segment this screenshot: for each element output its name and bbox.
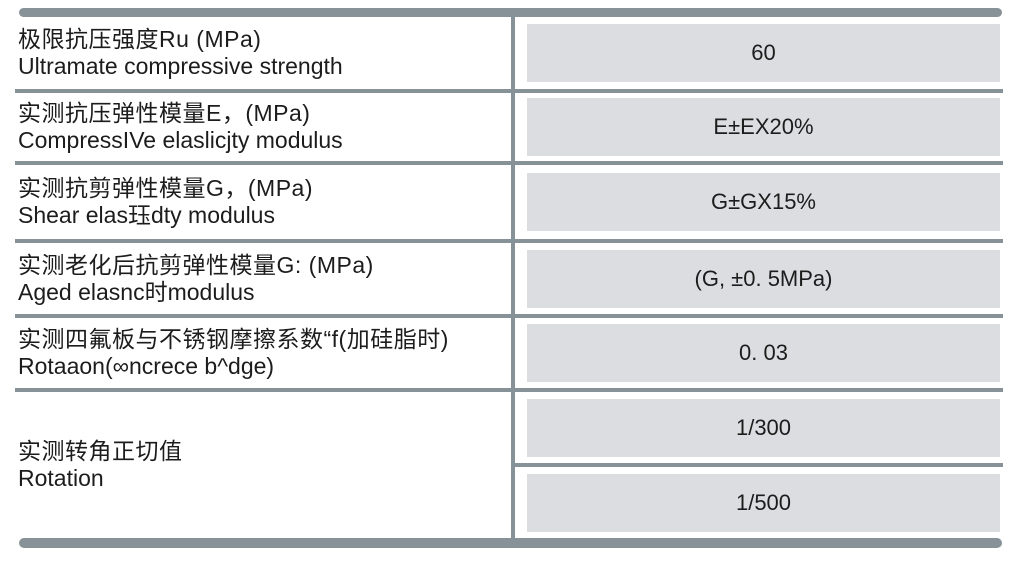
value-separator <box>513 463 1003 467</box>
table-row: 实测抗剪弹性模量G，(MPa) Shear elas珏dty modulus G… <box>15 165 1003 239</box>
row-label-zh: 实测老化后抗剪弹性模量G: (MPa) <box>18 251 374 278</box>
row-value: 0. 03 <box>527 324 1000 382</box>
row-label-cell: 实测四氟板与不锈钢摩擦系数“f(加硅脂时) Rotaaon(∞ncrece b^… <box>15 318 513 388</box>
row-label-en: Ultramate compressive strength <box>18 53 343 79</box>
table-body: 极限抗压强度Ru (MPa) Ultramate compressive str… <box>15 17 1003 538</box>
row-label-cell: 极限抗压强度Ru (MPa) Ultramate compressive str… <box>15 17 513 89</box>
rotation-value-column: 1/300 1/500 <box>513 392 1003 538</box>
row-value-cell: 1/500 <box>513 467 1003 538</box>
rotation-value-top: 1/300 <box>527 398 1000 457</box>
row-label-cell: 实测抗压弹性模量E，(MPa) CompressIVe elaslicjty m… <box>15 93 513 161</box>
table-row: 极限抗压强度Ru (MPa) Ultramate compressive str… <box>15 17 1003 89</box>
row-separator <box>15 388 1003 392</box>
row-separator <box>15 89 1003 93</box>
row-label-en: Rotaaon(∞ncrece b^dge) <box>18 353 275 379</box>
row-label-zh: 实测抗压弹性模量E，(MPa) <box>18 100 311 126</box>
row-value-cell: 60 <box>513 17 1003 89</box>
row-value-cell: 0. 03 <box>513 318 1003 388</box>
table-bottom-border <box>19 538 1002 548</box>
row-label-zh: 实测四氟板与不锈钢摩擦系数“f(加硅脂时) <box>18 326 449 352</box>
row-value-cell: (G, ±0. 5MPa) <box>513 243 1003 314</box>
row-value-cell: E±EX20% <box>513 93 1003 161</box>
row-label-zh: 极限抗压强度Ru (MPa) <box>18 26 262 52</box>
row-label-cell: 实测抗剪弹性模量G，(MPa) Shear elas珏dty modulus <box>15 165 513 239</box>
properties-table: 极限抗压强度Ru (MPa) Ultramate compressive str… <box>15 8 1003 548</box>
table-row: 实测抗压弹性模量E，(MPa) CompressIVe elaslicjty m… <box>15 93 1003 161</box>
row-separator <box>15 239 1003 243</box>
row-label-zh: 实测转角正切值 <box>18 438 183 464</box>
row-label-cell: 实测老化后抗剪弹性模量G: (MPa) Aged elasnc时modulus <box>15 243 513 314</box>
row-label-en: Aged elasnc时modulus <box>18 278 255 305</box>
row-label-zh: 实测抗剪弹性模量G，(MPa) <box>18 175 313 201</box>
column-divider <box>511 17 515 538</box>
row-label-en: Rotation <box>18 465 104 491</box>
table-row: 实测老化后抗剪弹性模量G: (MPa) Aged elasnc时modulus … <box>15 243 1003 314</box>
row-separator <box>15 314 1003 318</box>
row-value-cell: 1/300 <box>513 392 1003 463</box>
row-value: 60 <box>527 24 1000 82</box>
row-label-en: Shear elas珏dty modulus <box>18 202 275 228</box>
table-row: 实测四氟板与不锈钢摩擦系数“f(加硅脂时) Rotaaon(∞ncrece b^… <box>15 318 1003 388</box>
row-value-cell: G±GX15% <box>513 165 1003 239</box>
table-row-rotation: 实测转角正切值 Rotation 1/300 1/500 <box>15 392 1003 538</box>
row-label-en: CompressIVe elaslicjty modulus <box>18 127 343 153</box>
row-value: (G, ±0. 5MPa) <box>527 249 1000 308</box>
row-value: E±EX20% <box>527 98 1000 156</box>
row-separator <box>15 161 1003 165</box>
row-label-cell: 实测转角正切值 Rotation <box>15 392 513 538</box>
row-value: G±GX15% <box>527 173 1000 231</box>
rotation-value-bottom: 1/500 <box>527 473 1000 532</box>
table-top-border <box>19 8 1002 17</box>
